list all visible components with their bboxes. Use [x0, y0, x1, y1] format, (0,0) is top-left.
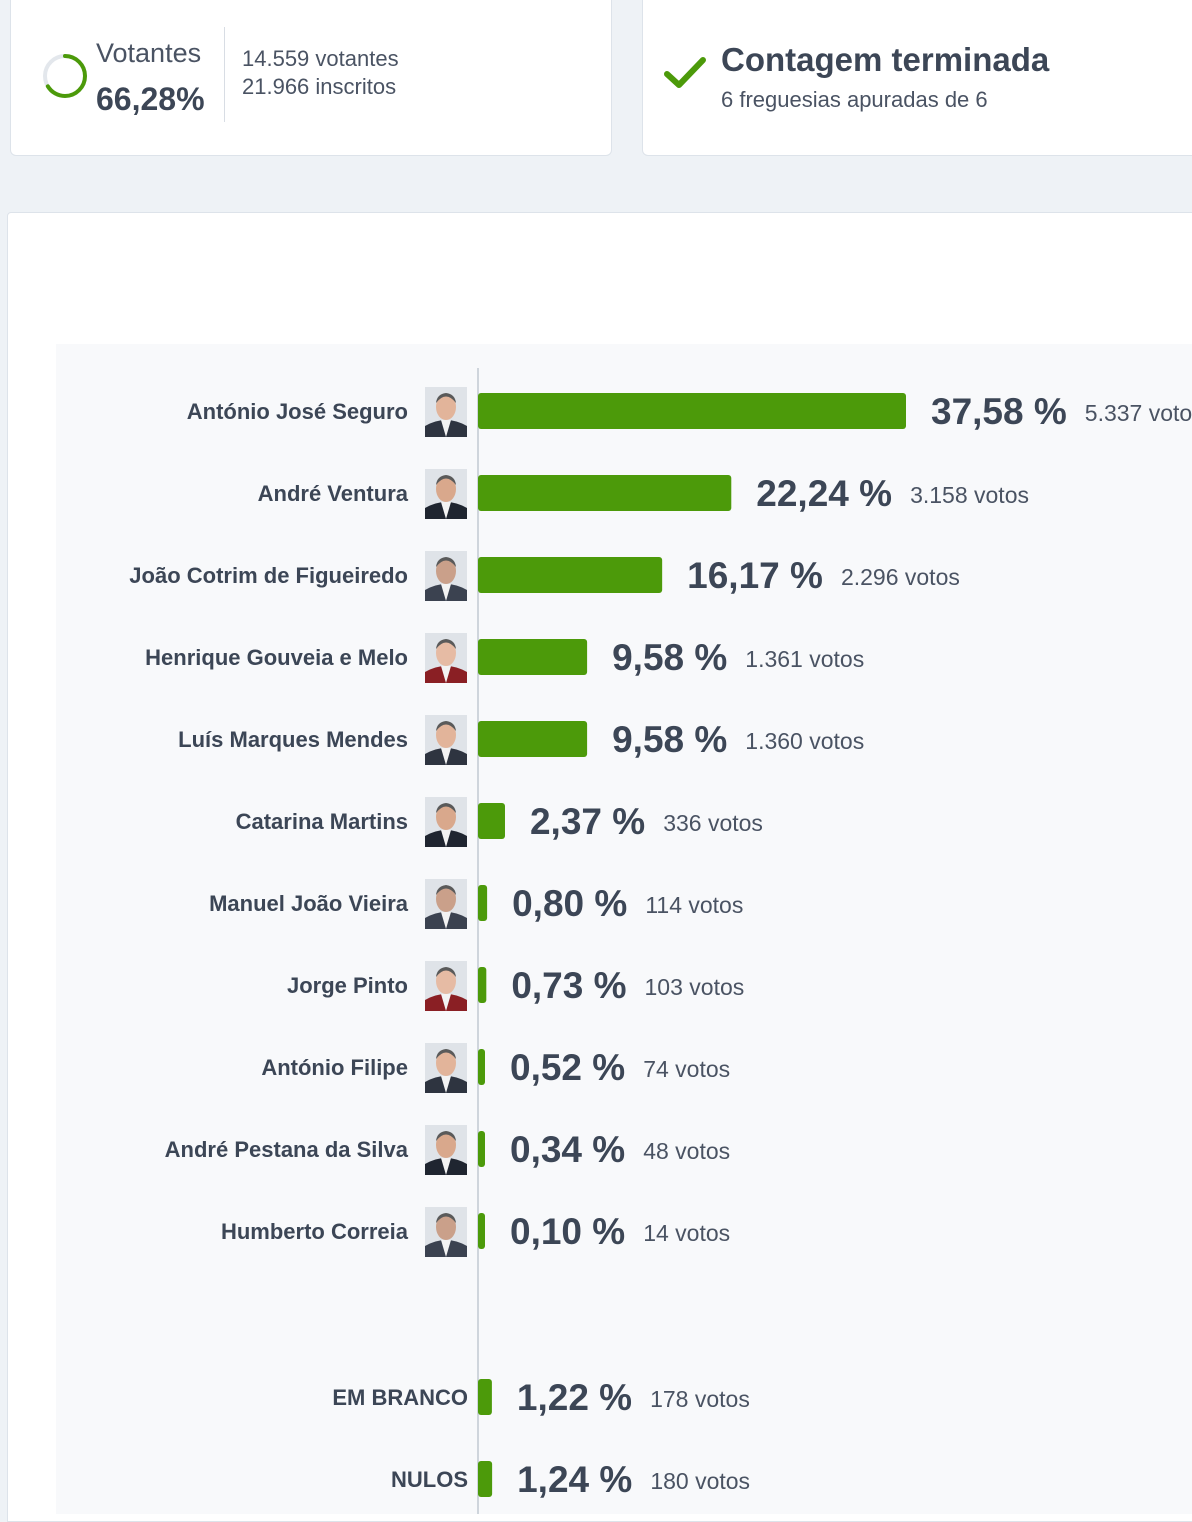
category-name: NULOS	[391, 1467, 468, 1492]
result-bar	[478, 475, 732, 511]
candidate-name: André Ventura	[258, 481, 409, 506]
turnout-ring-icon	[43, 54, 87, 98]
portrait-icon	[425, 633, 467, 683]
portrait-icon	[425, 961, 467, 1011]
portrait-icon	[425, 879, 467, 929]
votes-label: 114 votos	[645, 892, 743, 918]
candidate-name: António José Seguro	[187, 399, 408, 424]
candidate-name: Humberto Correia	[221, 1219, 409, 1244]
results-chart-svg: António José Seguro 37,58 % 5.337 votos And…	[129, 368, 1192, 1514]
percent-label: 37,58 %	[931, 391, 1067, 432]
turnout-percent: 66,28%	[96, 81, 205, 117]
turnout-label: Votantes	[96, 38, 202, 68]
checkmark-icon	[664, 57, 706, 88]
percent-label: 0,10 %	[510, 1211, 625, 1252]
candidate-name: João Cotrim de Figueiredo	[129, 563, 408, 588]
portrait-icon	[425, 1043, 467, 1093]
portrait-icon	[425, 715, 467, 765]
candidate-name: António Filipe	[261, 1055, 408, 1080]
result-bar	[478, 885, 488, 921]
candidate-name: Luís Marques Mendes	[178, 727, 408, 752]
candidate-name: Henrique Gouveia e Melo	[145, 645, 408, 670]
result-bar	[478, 803, 505, 839]
votes-label: 336 votos	[663, 810, 763, 836]
percent-label: 9,58 %	[612, 719, 727, 760]
percent-label: 16,17 %	[687, 555, 823, 596]
status-subtitle: 6 freguesias apuradas de 6	[721, 87, 988, 112]
percent-label: 1,22 %	[517, 1377, 632, 1418]
percent-label: 9,58 %	[612, 637, 727, 678]
votes-label: 2.296 votos	[841, 564, 960, 590]
votes-label: 178 votos	[650, 1386, 750, 1412]
votes-label: 1.360 votos	[745, 728, 864, 754]
turnout-ring-progress	[43, 54, 87, 98]
result-bar	[478, 1461, 493, 1497]
result-bar	[478, 393, 906, 429]
count-status-card: Contagem terminada 6 freguesias apuradas…	[642, 0, 1192, 156]
percent-label: 0,73 %	[511, 965, 626, 1006]
portrait-icon	[425, 469, 467, 519]
portrait-icon	[425, 387, 467, 437]
votes-label: 3.158 votos	[910, 482, 1029, 508]
percent-label: 0,34 %	[510, 1129, 625, 1170]
results-chart: António José Seguro 37,58 % 5.337 votos And…	[56, 344, 1192, 1514]
result-bar	[478, 721, 588, 757]
votes-label: 103 votos	[645, 974, 745, 1000]
percent-label: 22,24 %	[756, 473, 892, 514]
percent-label: 0,80 %	[512, 883, 627, 924]
portrait-icon	[425, 1207, 467, 1257]
status-title: Contagem terminada	[721, 41, 1050, 78]
candidate-name: Manuel João Vieira	[209, 891, 409, 916]
divider	[224, 27, 225, 122]
percent-label: 0,52 %	[510, 1047, 625, 1088]
candidate-name: André Pestana da Silva	[165, 1137, 409, 1162]
portrait-icon	[425, 1125, 467, 1175]
percent-label: 1,24 %	[517, 1459, 632, 1500]
result-bar	[478, 1379, 492, 1415]
result-bar	[478, 639, 588, 675]
votes-label: 5.337 votos	[1085, 400, 1192, 426]
result-bar	[478, 1131, 485, 1167]
result-bar	[478, 967, 487, 1003]
percent-label: 2,37 %	[530, 801, 645, 842]
voters-count: 14.559 votantes	[242, 46, 399, 71]
registered-count: 21.966 inscritos	[242, 74, 397, 99]
result-bar	[478, 1213, 485, 1249]
turnout-card: Votantes 66,28% 14.559 votantes 21.966 i…	[10, 0, 612, 156]
votes-label: 1.361 votos	[745, 646, 864, 672]
portrait-icon	[425, 797, 467, 847]
result-bar	[478, 557, 663, 593]
portrait-icon	[425, 551, 467, 601]
candidate-name: Catarina Martins	[236, 809, 408, 834]
votes-label: 48 votos	[643, 1138, 730, 1164]
votes-label: 180 votos	[650, 1468, 750, 1494]
votes-label: 74 votos	[643, 1056, 730, 1082]
result-bar	[478, 1049, 485, 1085]
votes-label: 14 votos	[643, 1220, 730, 1246]
candidate-name: Jorge Pinto	[287, 973, 408, 998]
category-name: EM BRANCO	[332, 1385, 468, 1410]
